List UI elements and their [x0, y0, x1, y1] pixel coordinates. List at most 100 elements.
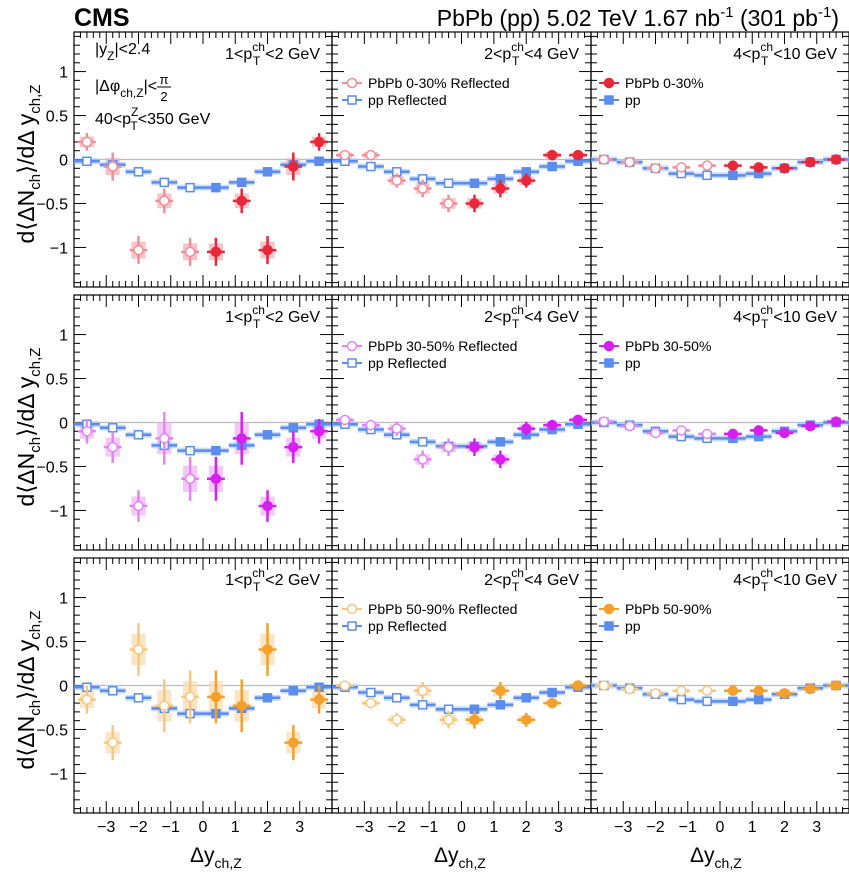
- pt-bin-sup: ch: [252, 40, 265, 54]
- legend-label-pbpb-reflected: PbPb 30-50% Reflected: [368, 338, 517, 354]
- pp-marker: [262, 167, 273, 177]
- y-tick-label: −0.5: [36, 722, 68, 739]
- y-tick-label: 1: [59, 591, 68, 608]
- legend-marker-pbpb-reflected: [346, 340, 358, 352]
- pp-reflected-marker: [443, 178, 454, 188]
- legend-marker-pp-reflected: [347, 95, 357, 105]
- pt-z-pre: 40<p: [95, 111, 131, 128]
- y-title-sub2: ch,Z: [27, 348, 44, 377]
- y-title-sub: ch: [27, 174, 44, 190]
- legend-label-pp-reflected: pp Reflected: [368, 618, 447, 634]
- pp-reflected-marker: [417, 437, 428, 447]
- pbpb-reflected-marker: [391, 714, 402, 726]
- x-title: Δy: [434, 844, 459, 867]
- x-axis-title-col2: Δych,Z: [434, 844, 486, 871]
- pp-reflected-marker: [366, 161, 376, 172]
- pbpb-reflected-marker: [650, 688, 661, 699]
- pbpb-marker: [495, 183, 506, 194]
- pbpb-reflected-marker: [365, 697, 377, 709]
- legend-marker-pp: [604, 621, 614, 631]
- pt-bin-hi: <10 GeV: [773, 572, 837, 589]
- pp-reflected-marker: [159, 177, 170, 188]
- dphi-fraction-den: 2: [160, 89, 167, 104]
- pbpb-reflected-marker: [443, 714, 454, 726]
- pbpb-marker: [546, 149, 558, 161]
- pbpb-marker: [313, 426, 325, 437]
- pt-bin-lo: 4<p: [733, 572, 760, 589]
- pbpb-reflected-marker: [391, 175, 402, 186]
- pt-bin-hi: <4 GeV: [524, 572, 579, 589]
- dphi-pre: |Δφ: [95, 78, 120, 95]
- lumi-pp-text: (301 pb: [734, 5, 818, 31]
- y-axis-titles: d⟨ΔNch⟩/dΔ ych,Z d⟨ΔNch⟩/dΔ ych,Z d⟨ΔNch…: [13, 85, 44, 770]
- pbpb-reflected-marker: [365, 149, 377, 161]
- pbpb-reflected-marker: [107, 737, 118, 748]
- pt-bin-hi: <4 GeV: [524, 46, 579, 63]
- pbpb-marker: [469, 441, 480, 453]
- pbpb-reflected-marker: [159, 195, 170, 207]
- pbpb-marker: [830, 154, 842, 165]
- pp-marker: [495, 437, 506, 447]
- legend-label-pbpb-reflected: PbPb 50-90% Reflected: [368, 601, 517, 617]
- pbpb-reflected-marker: [133, 644, 144, 655]
- pt-z-val: <350 GeV: [138, 111, 211, 128]
- pt-bin-label: 1<pch T <2 GeV: [225, 40, 320, 68]
- x-tick-label: 1: [489, 819, 498, 836]
- pp-reflected-marker: [185, 445, 195, 456]
- pt-bin-sub: T: [512, 54, 520, 68]
- pp-marker: [547, 161, 557, 172]
- pt-bin-lo: 2<p: [484, 46, 511, 63]
- x-tick-label: −2: [129, 819, 147, 836]
- x-axis-titles: Δych,Z Δych,Z Δych,Z: [190, 844, 742, 871]
- x-tick-label: −1: [679, 819, 697, 836]
- pbpb-marker: [779, 688, 790, 699]
- pp-reflected-marker: [107, 686, 118, 696]
- pbpb-marker: [236, 195, 247, 207]
- pt-bin-sub: T: [253, 54, 261, 68]
- pbpb-reflected-marker: [701, 428, 713, 440]
- x-tick-label: 1: [231, 819, 240, 836]
- y-tick-label: 1: [59, 65, 68, 82]
- y-title-a: d⟨ΔN: [13, 716, 39, 770]
- pt-bin-lo: 2<p: [484, 309, 511, 326]
- pbpb-reflected-marker: [339, 680, 351, 691]
- x-title: Δy: [190, 844, 215, 867]
- pbpb-reflected-marker: [391, 423, 402, 434]
- pp-reflected-marker: [133, 167, 144, 177]
- pbpb-marker: [521, 423, 532, 434]
- legend-marker-pbpb-reflected: [346, 77, 358, 89]
- dphi-val: |<: [144, 78, 158, 95]
- y-title-sub: ch: [27, 700, 44, 716]
- pp-marker: [211, 182, 221, 193]
- pt-bin-sub: T: [761, 54, 769, 68]
- y-title-sub2: ch,Z: [27, 85, 44, 114]
- dphi-cut-label: |Δφch,Z|<: [95, 78, 157, 100]
- selection-annotations: |yZ|<2.4 |Δφch,Z|< π 2 40<pZ T<350 GeV: [95, 41, 211, 133]
- pbpb-marker: [210, 473, 222, 485]
- pt-bin-sup: ch: [252, 566, 265, 580]
- pbpb-marker: [210, 246, 222, 258]
- pp-reflected-marker: [133, 430, 144, 440]
- pt-bin-sup: ch: [760, 566, 773, 580]
- pt-bin-label: 4<pch T <10 GeV: [733, 303, 837, 331]
- pp-reflected-marker: [107, 423, 118, 433]
- panel-r3-c3: −3 −2 −1 0 1 2 3 4<pch T <10 GeV PbPb 50-90%pp: [590, 557, 849, 836]
- pbpb-marker: [805, 683, 816, 695]
- pbpb-reflected-marker: [133, 500, 144, 512]
- y-title-mid: ⟩/dΔ y: [13, 376, 39, 437]
- pt-bin-hi: <2 GeV: [265, 309, 320, 326]
- lumi-pp-exp: -1: [818, 4, 831, 21]
- pp-marker: [495, 700, 506, 710]
- pt-bin-sub: T: [512, 317, 520, 331]
- legend-label-pp: pp: [625, 355, 641, 371]
- pbpb-marker: [262, 244, 273, 256]
- pt-bin-label: 1<pch T <2 GeV: [225, 566, 320, 594]
- pt-bin-lo: 2<p: [484, 572, 511, 589]
- pp-marker: [547, 687, 557, 698]
- pbpb-marker: [495, 685, 506, 697]
- pbpb-marker: [830, 680, 842, 691]
- panel-grid: −1−0.500.511<pch T <2 GeV 2<pch T <4 GeVPbPb …: [36, 31, 849, 836]
- pt-bin-sup: ch: [511, 40, 524, 54]
